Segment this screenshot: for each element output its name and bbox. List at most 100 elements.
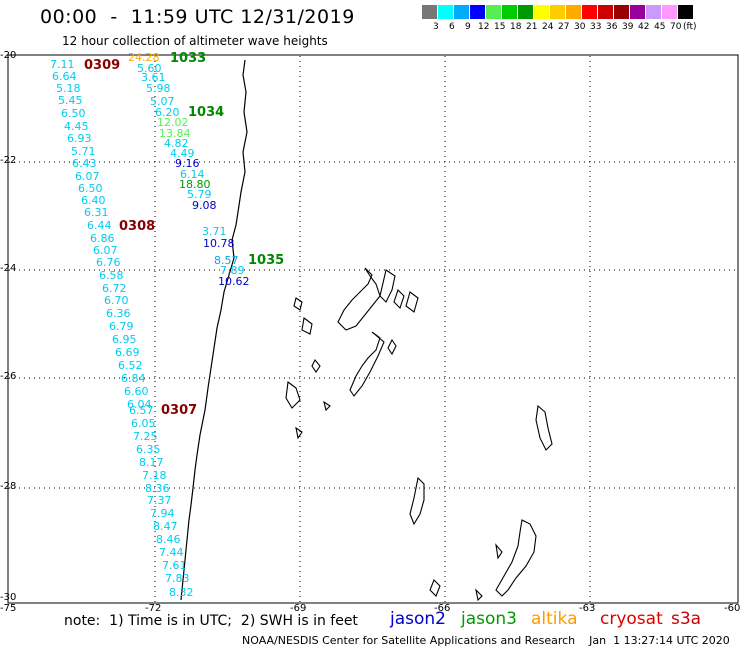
color-scale-swatch: [517, 5, 533, 19]
wave-height-value: 18.80: [179, 178, 211, 191]
wave-height-value: 6.93: [67, 132, 92, 145]
wave-height-value: 6.70: [104, 294, 129, 307]
wave-height-value: 6.52: [118, 359, 143, 372]
satellite-label-jason2: jason2: [390, 609, 446, 629]
wave-height-value: 7.37: [147, 494, 172, 507]
color-scale-label: 18: [510, 22, 522, 32]
wave-height-value: 7.89: [220, 264, 245, 277]
color-scale-label: 27: [558, 22, 570, 32]
wave-height-value: 4.45: [64, 120, 89, 133]
wave-height-value: 8.47: [153, 520, 178, 533]
wave-height-value: 6.35: [136, 443, 161, 456]
wave-height-value: 7.83: [165, 572, 190, 585]
wave-height-value: 6.79: [109, 320, 134, 333]
color-scale-swatch: [597, 5, 613, 19]
wave-height-value: 5.98: [146, 82, 171, 95]
color-scale-swatch: [677, 5, 693, 19]
wave-height-value: 7.61: [162, 559, 187, 572]
latitude-label: -28: [0, 481, 16, 492]
map-frame: [7, 54, 739, 604]
wave-height-value: 5.18: [56, 82, 81, 95]
wave-height-value: 6.76: [96, 256, 121, 269]
wave-height-value: 7.44: [159, 546, 184, 559]
wave-height-value: 3.61: [141, 71, 166, 84]
color-scale-swatch: [485, 5, 501, 19]
satellite-label-altika: altika: [531, 609, 578, 629]
satellite-label-cryosat: cryosat: [600, 609, 663, 629]
longitude-label: -63: [579, 603, 595, 614]
wave-height-value: 24.28: [128, 51, 160, 64]
longitude-label: -69: [290, 603, 306, 614]
color-scale-label: 6: [449, 22, 455, 32]
color-scale-label: 42: [638, 22, 650, 32]
color-scale-swatch: [421, 5, 437, 19]
color-scale-swatch: [581, 5, 597, 19]
wave-height-value: 6.36: [106, 307, 131, 320]
wave-height-value: 8.32: [169, 586, 194, 599]
coastline: [180, 59, 248, 601]
wave-height-value: 6.84: [121, 372, 146, 385]
wave-height-value: 13.84: [159, 127, 191, 140]
wave-height-value: 7.94: [150, 507, 175, 520]
longitude-label: -75: [0, 603, 16, 614]
color-scale-swatch: [565, 5, 581, 19]
footer-credit: NOAA/NESDIS Center for Satellite Applica…: [242, 634, 730, 647]
wave-height-value: 5.45: [58, 94, 83, 107]
wave-height-value: 6.07: [75, 170, 100, 183]
wave-height-value: 9.08: [192, 199, 217, 212]
lake-outlines: [285, 267, 553, 602]
latitude-label: -24: [0, 263, 16, 274]
wave-height-value: 7.25: [133, 430, 158, 443]
wave-height-value: 6.58: [99, 269, 124, 282]
color-scale-label: 70: [670, 22, 682, 32]
footer-note: note: 1) Time is in UTC; 2) SWH is in fe…: [64, 613, 358, 629]
wave-height-observations: 24.285.603.615.985.076.2012.0213.844.824…: [50, 51, 250, 599]
color-scale-label: 30: [574, 22, 586, 32]
pass-number-label: 1034: [188, 105, 224, 120]
wave-height-value: 6.07: [93, 244, 118, 257]
latitude-axis: -20 -22 -24 -26 -28 -30: [0, 50, 16, 603]
color-scale-label: 45: [654, 22, 666, 32]
wave-height-value: 3.71: [202, 225, 227, 238]
color-scale-swatch: [549, 5, 565, 19]
wave-height-value: 4.82: [164, 137, 189, 150]
color-scale-swatch: [629, 5, 645, 19]
pass-number-label: 0307: [161, 403, 197, 418]
wave-height-value: 5.07: [150, 95, 175, 108]
satellite-label-s3a: s3a: [671, 609, 702, 629]
wave-height-value: 8.46: [156, 533, 181, 546]
pass-number-label: 0309: [84, 58, 120, 73]
wave-height-value: 10.62: [218, 275, 250, 288]
wave-height-value: 7.18: [142, 469, 167, 482]
wave-height-value: 5.71: [71, 145, 96, 158]
wave-height-value: 8.36: [145, 482, 170, 495]
wave-height-value: 5.79: [187, 188, 212, 201]
latitude-label: -26: [0, 371, 16, 382]
wave-height-value: 6.95: [112, 333, 137, 346]
color-scale-label: (ft): [683, 22, 697, 32]
latitude-label: -20: [0, 50, 16, 61]
color-scale-label: 24: [542, 22, 554, 32]
wave-height-value: 6.50: [61, 107, 86, 120]
wave-height-value: 6.44: [87, 219, 112, 232]
color-scale-label: 15: [494, 22, 506, 32]
wave-height-value: 6.50: [78, 182, 103, 195]
wave-height-value: 8.57: [214, 254, 239, 267]
map-title: 00:00 - 11:59 UTC 12/31/2019: [40, 6, 355, 28]
wave-height-value: 8.17: [139, 456, 164, 469]
color-scale-label: 9: [465, 22, 471, 32]
color-scale-swatch: [613, 5, 629, 19]
longitude-axis: -75 -72 -69 -66 -63 -60: [0, 603, 740, 614]
wave-height-value: 6.31: [84, 206, 109, 219]
wave-height-value: 6.40: [81, 194, 106, 207]
color-scale-swatch: [533, 5, 549, 19]
color-scale-label: 12: [478, 22, 490, 32]
wave-height-value: 6.60: [124, 385, 149, 398]
pass-number-label: 1033: [170, 51, 206, 66]
longitude-label: -72: [145, 603, 161, 614]
wave-height-value: 6.20: [155, 106, 180, 119]
color-scale-label: 33: [590, 22, 602, 32]
wave-height-color-scale: [421, 5, 693, 19]
color-scale-label: 3: [433, 22, 439, 32]
